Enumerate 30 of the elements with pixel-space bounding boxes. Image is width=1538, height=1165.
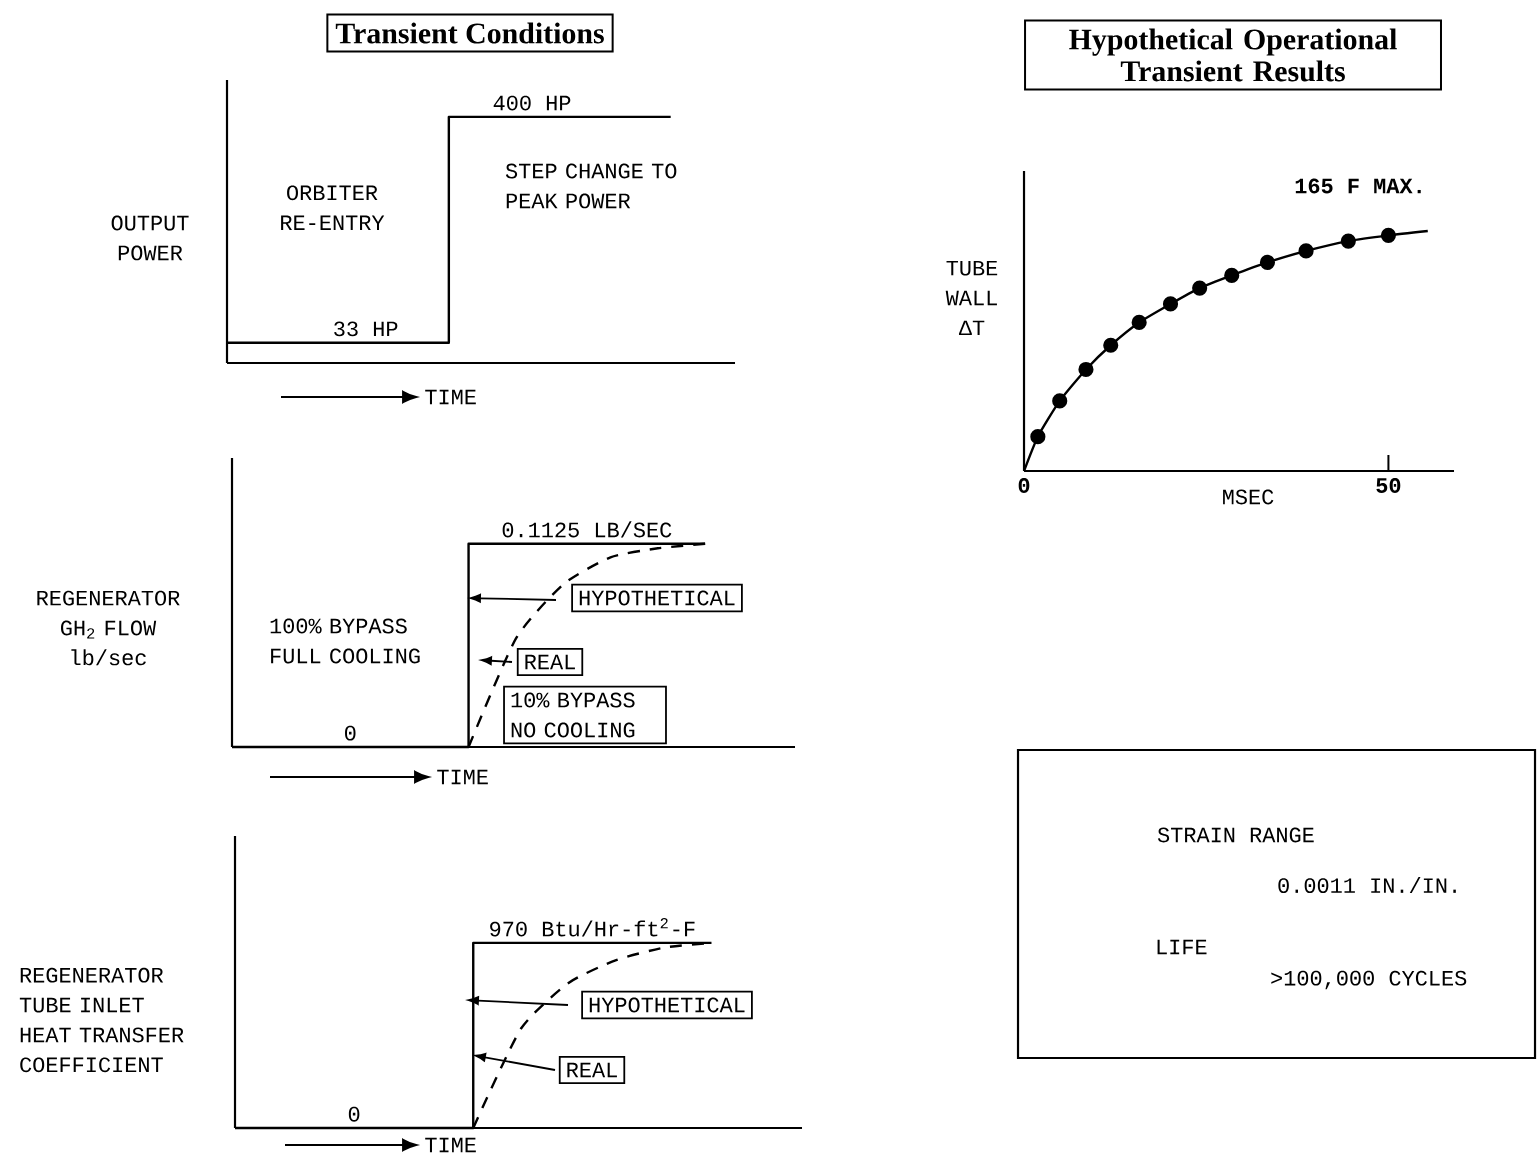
y-axis-title: TUBE WALL ΔT (945, 260, 998, 336)
data-label: 970 Btu/Hr-ft$^{2}$-F (490, 918, 695, 937)
data-label: 0 (348, 1106, 360, 1122)
y-axis-title: REGENERATOR GH$_{2}$ FLOW lb/sec (37, 590, 180, 666)
x-axis-title: TIME (425, 389, 476, 405)
annotation: HYPOTHETICAL (579, 590, 735, 606)
x-axis-title: MSEC (1223, 489, 1274, 505)
x-tick-label: 50 (1376, 478, 1401, 493)
chart-title: Hypothetical Operational Transient Results (1069, 28, 1397, 82)
text: LIFE (1157, 939, 1207, 955)
text: STRAIN RANGE (1157, 827, 1314, 843)
annotation: HYPOTHETICAL (589, 997, 745, 1013)
y-axis-title: REGENERATOR TUBE INLET HEAT TRANSFER COEFFICIENT (19, 967, 184, 1073)
data-label: 400 HP (493, 95, 571, 111)
data-label: 33 HP (334, 321, 398, 337)
data-label: 0 (345, 725, 356, 741)
x-axis-title: TIME (437, 769, 488, 785)
chart-title: Transient Conditions (335, 22, 604, 44)
annotation: REAL (567, 1062, 617, 1078)
annotation: 100% BYPASS FULL COOLING (270, 618, 420, 664)
annotation: 10% BYPASS NO COOLING (511, 692, 635, 738)
annotation: ORBITER RE-ENTRY (281, 185, 385, 230)
text: 0.0011 IN./IN. (1278, 876, 1456, 894)
annotation: STEP CHANGE TO PEAK POWER (505, 163, 677, 209)
x-axis-title: TIME (425, 1137, 476, 1153)
text: 165 F MAX. (1295, 178, 1421, 194)
y-axis-title: OUTPUT POWER (111, 215, 189, 261)
text: >100,000 CYCLES (1271, 970, 1467, 990)
annotation: REAL (525, 654, 575, 670)
data-label: 0.1125 LB/SEC (502, 521, 672, 538)
